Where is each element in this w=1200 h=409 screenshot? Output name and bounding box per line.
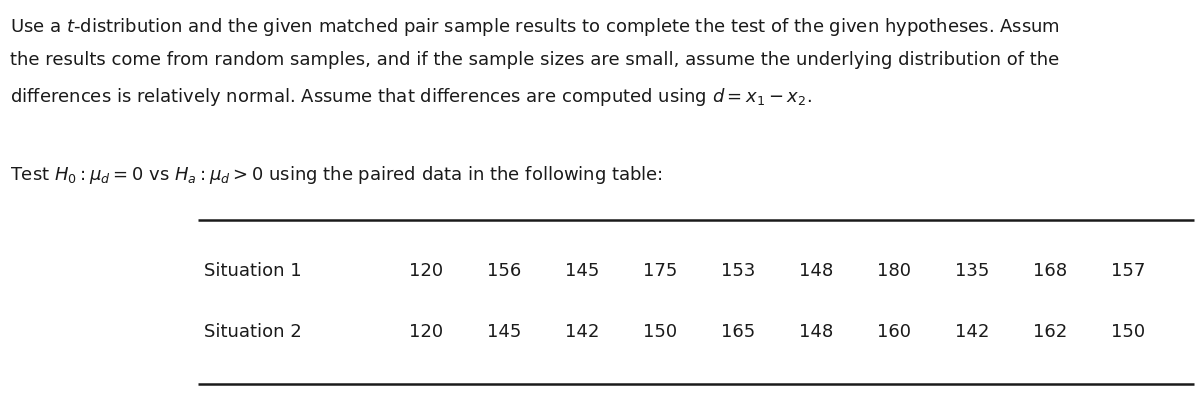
Text: 120: 120 (409, 322, 443, 340)
Text: Test $H_0 : \mu_d = 0$ vs $H_a : \mu_d > 0$ using the paired data in the followi: Test $H_0 : \mu_d = 0$ vs $H_a : \mu_d >… (10, 164, 662, 186)
Text: 145: 145 (565, 261, 599, 279)
Text: 160: 160 (877, 322, 911, 340)
Text: 142: 142 (955, 322, 989, 340)
Text: 148: 148 (799, 322, 833, 340)
Text: 142: 142 (565, 322, 599, 340)
Text: Situation 2: Situation 2 (204, 322, 301, 340)
Text: 157: 157 (1111, 261, 1145, 279)
Text: 153: 153 (721, 261, 755, 279)
Text: 150: 150 (1111, 322, 1145, 340)
Text: 180: 180 (877, 261, 911, 279)
Text: 135: 135 (955, 261, 989, 279)
Text: differences is relatively normal. Assume that differences are computed using $d : differences is relatively normal. Assume… (10, 86, 811, 108)
Text: Situation 1: Situation 1 (204, 261, 301, 279)
Text: 145: 145 (487, 322, 521, 340)
Text: 156: 156 (487, 261, 521, 279)
Text: 148: 148 (799, 261, 833, 279)
Text: Use a $t$-distribution and the given matched pair sample results to complete the: Use a $t$-distribution and the given mat… (10, 16, 1060, 38)
Text: 168: 168 (1033, 261, 1067, 279)
Text: the results come from random samples, and if the sample sizes are small, assume : the results come from random samples, an… (10, 51, 1058, 69)
Text: 165: 165 (721, 322, 755, 340)
Text: 175: 175 (643, 261, 677, 279)
Text: 162: 162 (1033, 322, 1067, 340)
Text: 150: 150 (643, 322, 677, 340)
Text: 120: 120 (409, 261, 443, 279)
